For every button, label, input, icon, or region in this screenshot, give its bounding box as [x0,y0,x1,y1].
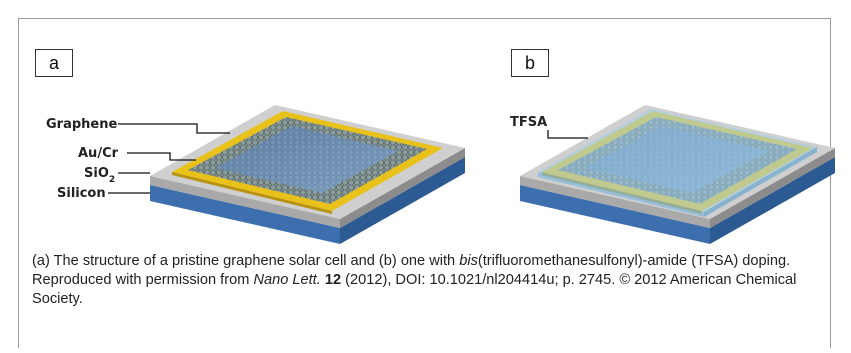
label-sio2: SiO2 [84,166,115,185]
leader-graphene [118,123,230,134]
silicon-side-a [340,157,465,244]
device-b [520,105,835,244]
sio2-front-b [520,176,710,228]
active-well-mesh-a [215,126,398,193]
panel-label-a: a [35,49,73,77]
silicon-side-b [710,157,835,244]
sio2-side-a [340,148,465,228]
leader-tfsa [547,130,588,139]
figure-caption: (a) The structure of a pristine graphene… [32,253,797,307]
label-silicon: Silicon [57,186,106,201]
figure-frame [18,18,831,348]
silicon-front-b [520,185,710,244]
sio2-front-a [150,176,340,228]
tfsa-coating-side [704,147,817,217]
label-tfsa: TFSA [510,115,547,130]
silicon-front-a [150,185,340,244]
tfsa-coating-front [538,172,704,217]
panel-label-b: b [511,49,549,77]
solar-cell-diagram: Graphene Au/Cr SiO2 Silicon TFSA [46,105,835,244]
label-aucr: Au/Cr [78,146,119,161]
label-graphene: Graphene [46,117,117,132]
device-a [150,105,465,244]
sio2-side-b [710,148,835,228]
gold-front-a [172,172,332,214]
leader-aucr [127,152,196,161]
tfsa-coating-top [538,109,817,212]
